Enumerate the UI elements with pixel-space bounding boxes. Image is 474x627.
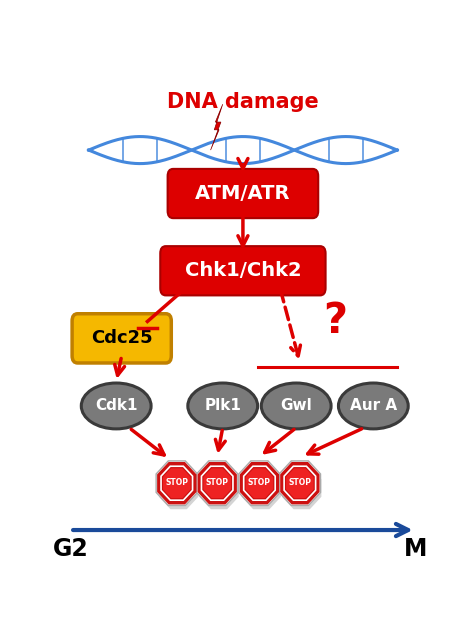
Polygon shape <box>280 462 319 504</box>
Text: M: M <box>404 537 427 561</box>
Polygon shape <box>242 467 281 509</box>
Polygon shape <box>279 461 320 505</box>
Text: G2: G2 <box>53 537 88 561</box>
Polygon shape <box>286 468 314 498</box>
Text: ATM/ATR: ATM/ATR <box>195 184 291 203</box>
Text: Plk1: Plk1 <box>204 398 241 413</box>
Text: ?: ? <box>323 300 347 342</box>
Ellipse shape <box>82 383 151 429</box>
Ellipse shape <box>188 383 258 429</box>
FancyBboxPatch shape <box>160 246 326 295</box>
Polygon shape <box>159 467 198 509</box>
Polygon shape <box>282 467 321 509</box>
Text: STOP: STOP <box>288 478 311 487</box>
FancyBboxPatch shape <box>72 314 171 363</box>
Polygon shape <box>200 467 239 509</box>
Polygon shape <box>163 468 191 498</box>
Text: Cdk1: Cdk1 <box>95 398 137 413</box>
Text: STOP: STOP <box>165 478 188 487</box>
Polygon shape <box>203 468 231 498</box>
Ellipse shape <box>338 383 408 429</box>
Polygon shape <box>240 462 279 504</box>
Text: STOP: STOP <box>248 478 271 487</box>
Text: STOP: STOP <box>206 478 229 487</box>
Text: Cdc25: Cdc25 <box>91 329 153 347</box>
Polygon shape <box>210 104 223 150</box>
Polygon shape <box>197 461 238 505</box>
Text: Aur A: Aur A <box>350 398 397 413</box>
Text: Chk1/Chk2: Chk1/Chk2 <box>184 261 301 280</box>
Polygon shape <box>157 462 197 504</box>
Text: DNA damage: DNA damage <box>167 92 319 112</box>
Text: Gwl: Gwl <box>280 398 312 413</box>
FancyBboxPatch shape <box>168 169 318 218</box>
Polygon shape <box>239 461 280 505</box>
Polygon shape <box>156 461 198 505</box>
Polygon shape <box>246 468 273 498</box>
Polygon shape <box>198 462 237 504</box>
Ellipse shape <box>261 383 331 429</box>
